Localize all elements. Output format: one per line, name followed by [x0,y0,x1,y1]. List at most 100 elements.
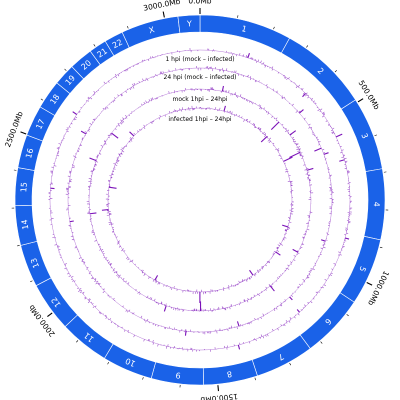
chromosome-label-Y: Y [186,19,193,28]
chromosome-label-X: X [148,25,156,35]
chromosome-segment-Y [177,14,201,34]
track-3-peak-0 [223,105,226,112]
scale-minor-tick [374,134,377,137]
track-2-peak-2 [289,130,297,136]
scale-minor-tick [320,341,323,344]
track-signal-0 [48,48,353,352]
scale-tick-label-1: 500.0Mb [357,79,382,112]
scale-tick-label-6: 3000.0Mb [143,0,182,13]
track-2-peak-1 [270,121,280,130]
track-label-3: infected 1hpi – 24hpi [168,116,231,123]
chromosome-label-13: 13 [29,257,41,270]
chromosome-label-16: 16 [24,147,35,159]
track-2-peak-11 [111,132,119,139]
track-0-peak-3 [339,159,345,162]
chromosome-label-6: 6 [323,316,333,326]
track-3-peak-10 [129,131,135,137]
track-signal-3 [105,105,294,295]
chromosome-label-1: 1 [241,24,248,34]
chromosome-label-14: 14 [20,219,30,230]
track-2-peak-6 [269,285,275,292]
track-1-peak-4 [289,296,293,301]
track-2-peak-9 [89,212,97,215]
track-3-peak-3 [282,224,289,228]
track-2-peak-5 [292,248,299,253]
track-1-peak-3 [320,239,326,242]
scale-minor-tick [273,26,275,30]
chromosome-label-8: 8 [226,369,233,379]
chromosome-label-4: 4 [372,202,381,207]
track-0-peak-2 [335,133,343,138]
scale-minor-tick [379,246,383,249]
scale-major-tick [357,98,364,103]
track-label-1: 24 hpi (mock – infected) [164,74,237,81]
scale-tick-label-3: 1500.0Mb [200,392,238,400]
scale-major-tick [366,281,373,286]
track-1-peak-8 [80,130,87,135]
chromosome-segment-1 [199,14,290,54]
track-2-peak-10 [89,157,97,162]
track-3-peak-5 [249,269,254,276]
data-tracks [48,48,353,352]
scale-minor-tick [107,361,110,365]
scale-major-tick [217,385,220,392]
track-0-peak-8 [72,111,78,115]
scale-minor-tick [127,25,129,29]
track-baseline-1 [67,67,333,333]
scale-major-tick [47,312,53,317]
scale-minor-tick [76,340,79,343]
track-2 [86,85,314,313]
scale-minor-tick [306,45,309,48]
scale-minor-tick [93,44,96,47]
track-3-peak-7 [154,275,159,281]
scale-minor-tick [254,377,256,381]
chromosome-label-15: 15 [19,182,29,193]
track-0-peak-1 [302,93,307,98]
track-1-peak-1 [314,147,322,152]
track-3-peak-9 [108,186,117,189]
track-1-peak-5 [236,321,240,327]
track-0-peak-6 [237,344,241,350]
scale-tick-label-2: 1000.0Mb [366,269,391,307]
track-signal-2 [86,87,314,313]
chromosome-label-22: 22 [111,38,124,51]
track-label-2: mock 1hpi – 24hpi [172,96,227,103]
track-1-peak-0 [299,109,304,114]
chromosome-label-17: 17 [34,118,46,131]
track-3-peak-2 [283,156,293,162]
track-2-peak-4 [306,167,314,171]
track-label-0: 1 hpi (mock – infected) [165,56,234,63]
track-2-peak-8 [163,305,167,312]
chromosome-label-5: 5 [357,265,367,273]
track-3 [101,105,294,304]
chromosome-label-3: 3 [359,132,369,140]
chromosome-label-10: 10 [124,356,137,368]
track-3-peak-4 [275,251,281,256]
track-0-peak-0 [247,52,250,59]
track-3-peak-1 [260,136,268,143]
track-3-peak-8 [101,209,109,211]
track-2-peak-0 [221,85,225,92]
track-baseline-0 [49,49,351,351]
chromosome-label-9: 9 [175,370,181,380]
scale-minor-tick [346,314,349,317]
chromosome-label-7: 7 [277,352,286,362]
scale-minor-tick [40,98,44,101]
scale-major-tick [162,11,165,18]
track-2-peak-3 [289,151,301,158]
track-1-peak-2 [323,152,329,155]
scale-major-tick [20,131,27,135]
track-0-peak-4 [344,237,350,240]
track-signal-1 [65,65,334,335]
scale-tick-label-0: 0.0Mb [188,0,211,6]
scale-minor-tick [289,362,292,366]
track-1 [65,65,334,336]
scale-minor-tick [30,280,33,283]
track-labels: 1 hpi (mock – infected) 24 hpi (mock – i… [164,56,237,123]
chromosome-label-2: 2 [316,66,326,76]
scale-minor-tick [237,15,239,18]
track-0 [48,48,353,352]
scale-minor-tick [17,245,20,247]
